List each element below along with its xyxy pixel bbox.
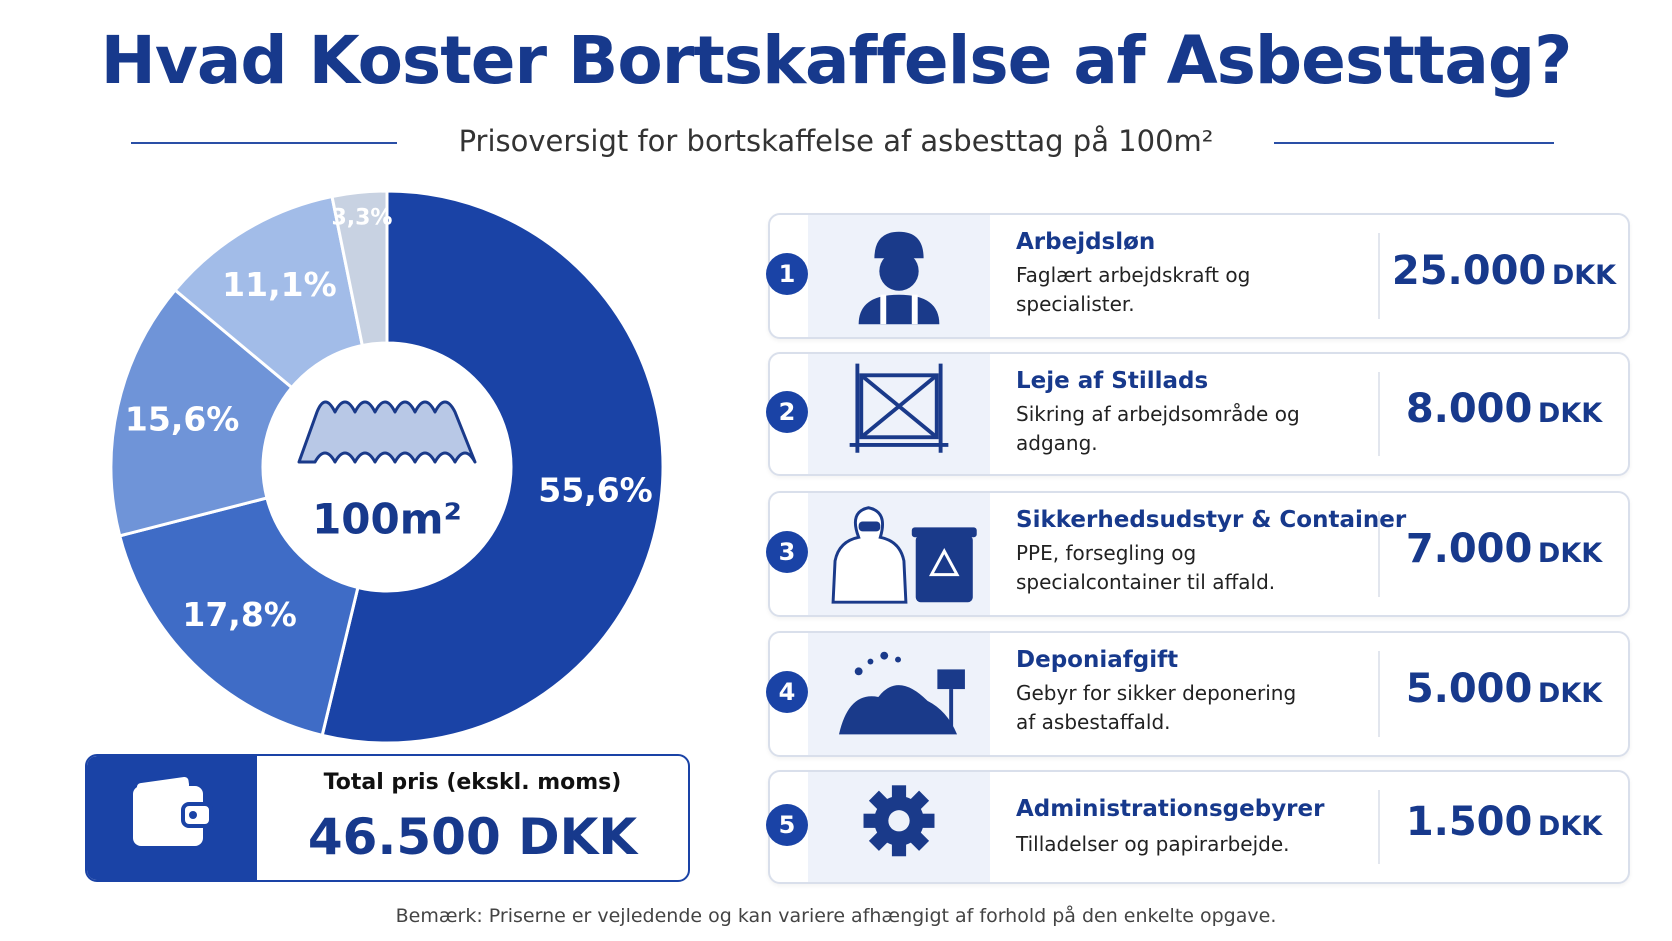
item-description: PPE, forsegling og specialcontainer til … — [1016, 541, 1276, 594]
item-title: Leje af Stillads — [1016, 368, 1209, 394]
total-label: Total pris (ekskl. moms) — [323, 770, 622, 795]
amount-value: 25.000 — [1391, 248, 1547, 294]
item-icon — [831, 506, 977, 604]
cost-card: Sikkerhedsudstyr & Container PPE, forsegl… — [768, 491, 1630, 617]
slice-label: 15,6% — [125, 399, 240, 438]
amount-currency: DKK — [1551, 260, 1617, 291]
rule — [131, 142, 397, 144]
rule — [1274, 142, 1554, 144]
icon-panel — [808, 633, 990, 755]
roof-icon — [297, 400, 477, 464]
divider — [1378, 790, 1380, 864]
item-number: 3 — [766, 531, 808, 573]
item-description: Sikring af arbejdsområde og adgang. — [1016, 402, 1300, 455]
total-box: Total pris (ekskl. moms) 46.500 DKK — [85, 754, 690, 882]
item-icon — [838, 651, 965, 735]
slice-label: 11,1% — [222, 265, 337, 304]
title: Hvad Koster Bortskaffelse af Asbesttag? — [100, 22, 1573, 99]
total-amount: 46.500 DKK — [307, 808, 638, 866]
item-icon — [863, 785, 935, 857]
amount-value: 1.500 — [1405, 799, 1533, 845]
cost-card: Leje af Stillads Sikring af arbejdsområde… — [768, 352, 1630, 476]
divider — [1378, 372, 1380, 456]
item-icon — [858, 231, 940, 325]
cost-card: Deponiafgift Gebyr for sikker deponering … — [768, 631, 1630, 757]
note: Bemærk: Priserne er vejledende og kan va… — [395, 905, 1277, 927]
item-number: 1 — [766, 253, 808, 295]
item-number: 4 — [766, 671, 808, 713]
item-amount: 5.000 DKK — [1382, 666, 1626, 712]
center-label: 100m² — [312, 495, 462, 544]
cost-card: Arbejdsløn Faglært arbejdskraft og specia… — [768, 213, 1630, 339]
slice-label: 55,6% — [538, 470, 653, 509]
amount-value: 7.000 — [1405, 526, 1533, 572]
item-amount: 8.000 DKK — [1382, 386, 1626, 432]
amount-currency: DKK — [1537, 811, 1603, 842]
subtitle: Prisoversigt for bortskaffelse af asbest… — [458, 124, 1214, 158]
item-number: 2 — [766, 391, 808, 433]
donut-chart: 55,6% 17,8% 15,6% 11,1% 3,3% 100m² — [109, 189, 665, 745]
item-description: Faglært arbejdskraft og specialister. — [1016, 263, 1251, 316]
amount-currency: DKK — [1537, 398, 1603, 429]
item-title: Administrationsgebyrer — [1016, 796, 1325, 822]
divider — [1378, 233, 1380, 319]
cost-card: Administrationsgebyrer Tilladelser og pap… — [768, 770, 1630, 884]
icon-panel — [808, 354, 990, 474]
icon-panel — [808, 493, 990, 615]
item-amount: 1.500 DKK — [1382, 799, 1626, 845]
donut-hole — [263, 343, 511, 591]
item-number: 5 — [766, 804, 808, 846]
item-description: Gebyr for sikker deponering af asbestaff… — [1016, 681, 1297, 734]
item-title: Deponiafgift — [1016, 647, 1179, 673]
divider — [1378, 651, 1380, 737]
icon-panel — [808, 215, 990, 337]
donut-slice — [320, 189, 665, 745]
slice-label: 17,8% — [182, 595, 297, 634]
divider — [1378, 511, 1380, 597]
item-description: Tilladelser og papirarbejde. — [1016, 832, 1290, 856]
item-icon — [849, 363, 949, 453]
wallet-panel — [87, 756, 257, 880]
icon-panel — [808, 772, 990, 882]
slice-label: 3,3% — [331, 205, 392, 230]
item-title: Arbejdsløn — [1016, 229, 1156, 255]
amount-currency: DKK — [1537, 538, 1603, 569]
amount-currency: DKK — [1537, 678, 1603, 709]
item-amount: 7.000 DKK — [1382, 526, 1626, 572]
item-title: Sikkerhedsudstyr & Container — [1016, 507, 1407, 533]
amount-value: 8.000 — [1405, 386, 1533, 432]
wallet-icon — [133, 776, 213, 846]
item-amount: 25.000 DKK — [1382, 248, 1626, 294]
amount-value: 5.000 — [1405, 666, 1533, 712]
